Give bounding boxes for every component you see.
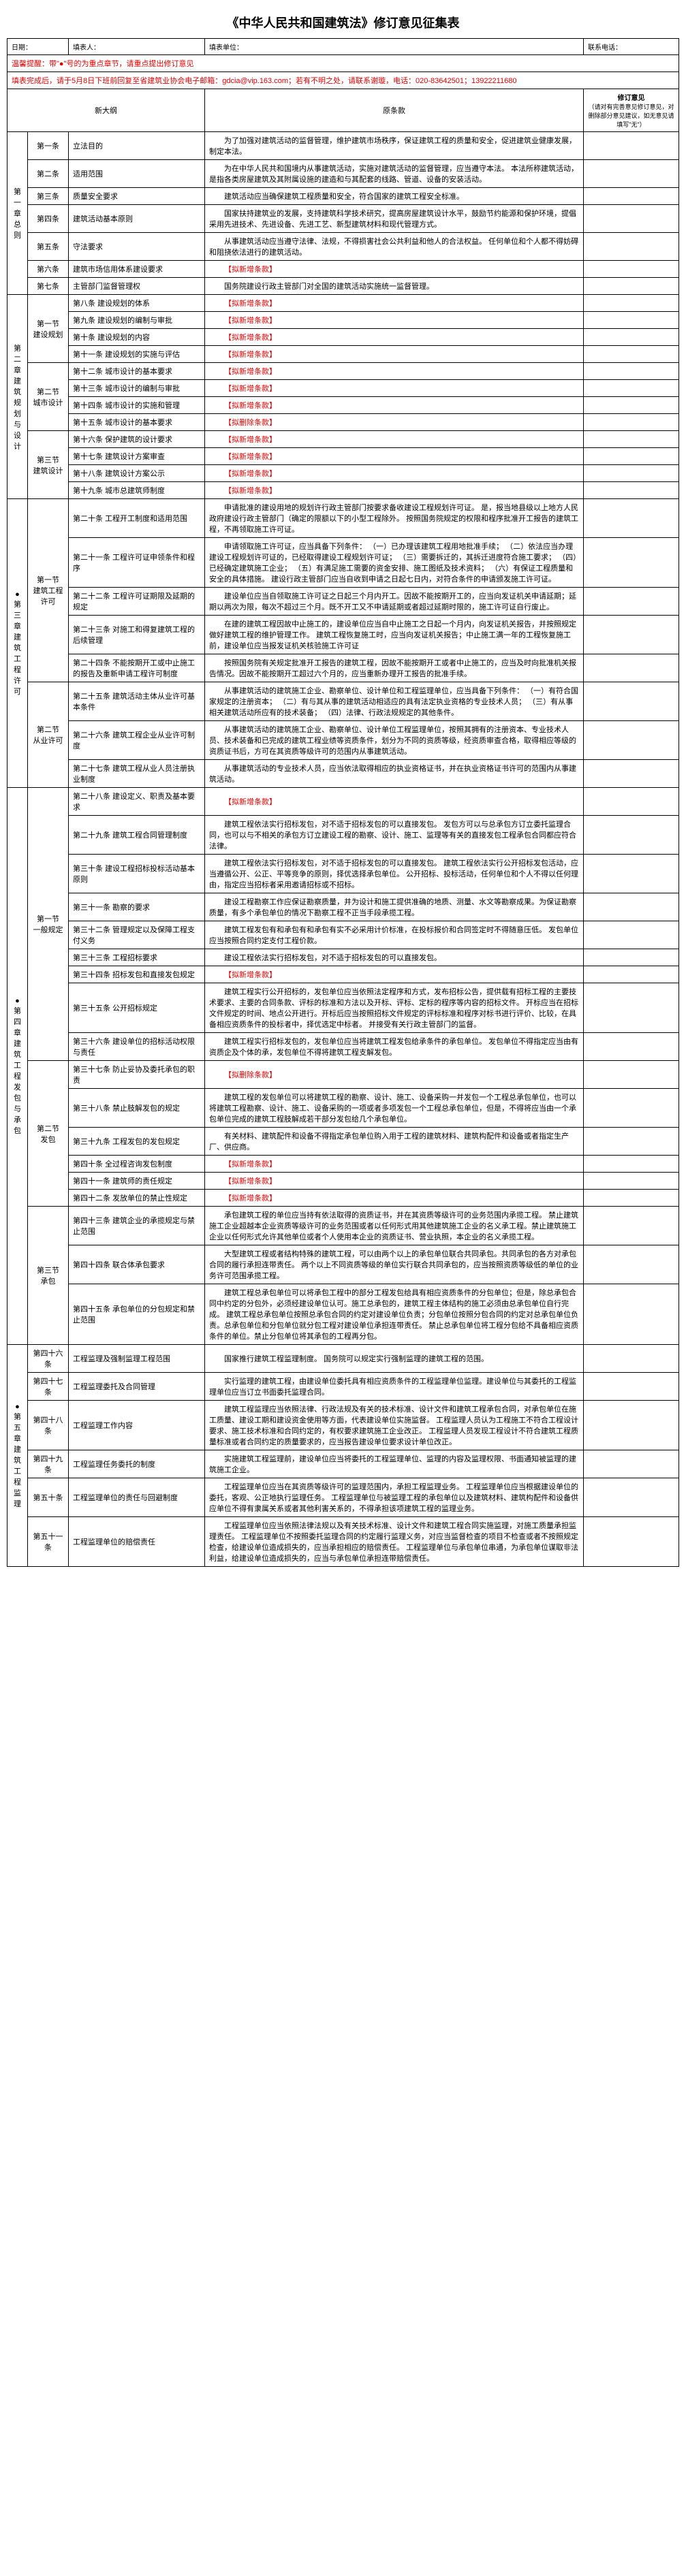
page-title: 《中华人民共和国建筑法》修订意见征集表 — [7, 14, 679, 31]
main-table: 日期：填表人：填表单位：联系电话：温馨提醒：带"●"号的为重点章节，请重点提出修… — [7, 38, 679, 1567]
